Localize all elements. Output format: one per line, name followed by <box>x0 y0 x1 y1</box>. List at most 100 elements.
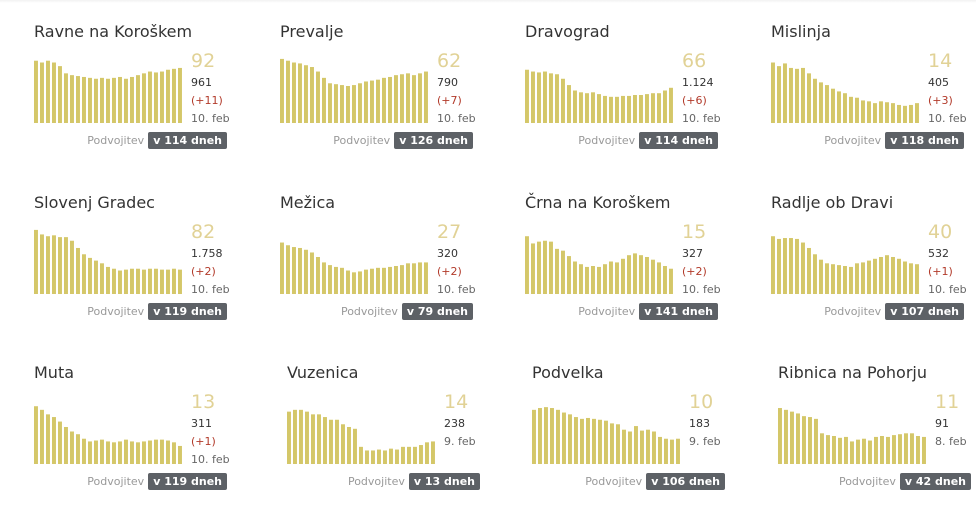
bar <box>112 442 116 464</box>
bar <box>136 268 140 294</box>
bar <box>346 270 350 294</box>
bar <box>76 247 80 294</box>
bar <box>586 417 590 464</box>
bar <box>850 441 854 464</box>
bar <box>664 438 668 464</box>
bar <box>130 76 134 123</box>
active-cases-value: 66 <box>682 50 707 72</box>
bar <box>58 66 62 124</box>
municipality-card[interactable]: Dravograd 66 1.124 (+6) 10. feb Podvojitev v 1… <box>525 22 765 172</box>
municipality-card[interactable]: Mislinja 14 405 (+3) 10. feb Podvojitev v 118 … <box>771 22 976 172</box>
doubling-badge[interactable]: v 119 dneh <box>148 473 227 490</box>
doubling-badge[interactable]: v 114 dneh <box>148 132 227 149</box>
municipality-card[interactable]: Prevalje 62 790 (+7) 10. feb Podvojitev v 126 … <box>280 22 520 172</box>
total-cases-value: 311 <box>191 417 212 430</box>
doubling-badge[interactable]: v 114 dneh <box>639 132 718 149</box>
bar <box>922 436 926 464</box>
bar <box>106 441 110 464</box>
municipality-card[interactable]: Slovenj Gradec 82 1.758 (+2) 10. feb Podvojit… <box>34 193 274 343</box>
bar <box>148 268 152 294</box>
total-cases-value: 91 <box>935 417 949 430</box>
bar <box>70 75 74 123</box>
bar <box>669 268 673 294</box>
bar <box>124 78 128 123</box>
bar <box>46 60 50 123</box>
bar <box>70 431 74 464</box>
municipality-card[interactable]: Radlje ob Dravi 40 532 (+1) 10. feb Podvojite… <box>771 193 976 343</box>
doubling-badge[interactable]: v 118 dneh <box>885 132 964 149</box>
bar-chart <box>525 69 673 123</box>
bar <box>639 255 643 294</box>
bar <box>100 439 104 465</box>
bar <box>783 63 787 123</box>
bar <box>82 438 86 464</box>
bar <box>567 85 571 123</box>
bar <box>783 238 787 294</box>
bar <box>388 266 392 294</box>
daily-change-value: (+1) <box>191 435 216 448</box>
bar <box>370 268 374 294</box>
municipality-card[interactable]: Ribnica na Pohorju 11 91 8. feb Podvojitev v … <box>778 363 976 513</box>
bar <box>412 75 416 123</box>
doubling-label: Podvojitev <box>347 475 405 488</box>
bar <box>622 429 626 464</box>
doubling-badge[interactable]: v 13 dneh <box>408 473 480 490</box>
bar <box>382 77 386 123</box>
bar <box>136 442 140 464</box>
bar <box>627 95 631 123</box>
bar <box>52 417 56 464</box>
bar <box>652 431 656 464</box>
bar <box>46 236 50 294</box>
bar <box>669 87 673 123</box>
bar <box>639 95 643 123</box>
bar <box>777 66 781 124</box>
municipality-card[interactable]: Muta 13 311 (+1) 10. feb Podvojitev v 119 dneh <box>34 363 274 513</box>
bar <box>657 262 661 294</box>
bar <box>383 450 387 464</box>
bar <box>34 60 38 123</box>
municipality-card[interactable]: Mežica 27 320 (+2) 10. feb Podvojitev v 79 dne… <box>280 193 520 343</box>
doubling-row: Podvojitev v 126 dneh <box>333 132 473 149</box>
bar <box>814 418 818 464</box>
doubling-badge[interactable]: v 126 dneh <box>394 132 473 149</box>
municipality-card[interactable]: Črna na Koroškem 15 327 (+2) 10. feb Podvojit… <box>525 193 765 343</box>
bar <box>621 95 625 123</box>
bar <box>645 94 649 123</box>
bar <box>537 72 541 123</box>
bar <box>154 72 158 123</box>
bar <box>154 268 158 294</box>
municipality-card[interactable]: Podvelka 10 183 9. feb Podvojitev v 106 dneh <box>532 363 772 513</box>
total-cases-value: 790 <box>437 76 458 89</box>
doubling-badge[interactable]: v 42 dneh <box>899 473 971 490</box>
date-label: 10. feb <box>191 112 230 125</box>
daily-change-value: (+1) <box>928 265 953 278</box>
bar <box>353 428 357 464</box>
municipality-card[interactable]: Ravne na Koroškem 92 961 (+11) 10. feb Podvoj… <box>34 22 274 172</box>
bar <box>310 252 314 294</box>
bar <box>634 426 638 464</box>
doubling-label: Podvojitev <box>585 475 643 488</box>
bar <box>885 102 889 123</box>
bar <box>892 435 896 464</box>
bar <box>795 68 799 123</box>
municipality-name: Podvelka <box>532 363 604 382</box>
bar <box>616 424 620 464</box>
bar <box>172 68 176 123</box>
bar <box>178 445 182 464</box>
municipality-card[interactable]: Vuzenica 14 238 9. feb Podvojitev v 13 dneh <box>287 363 527 513</box>
bar <box>352 85 356 123</box>
doubling-badge[interactable]: v 106 dneh <box>646 473 725 490</box>
doubling-badge[interactable]: v 119 dneh <box>148 303 227 320</box>
bar <box>94 260 98 294</box>
bar <box>591 92 595 123</box>
doubling-badge[interactable]: v 107 dneh <box>885 303 964 320</box>
bar <box>597 266 601 294</box>
bar <box>861 262 865 294</box>
doubling-badge[interactable]: v 79 dneh <box>401 303 473 320</box>
total-cases-value: 183 <box>689 417 710 430</box>
doubling-badge[interactable]: v 141 dneh <box>639 303 718 320</box>
bar <box>352 272 356 294</box>
bar <box>651 259 655 294</box>
bar <box>82 76 86 123</box>
bar <box>879 101 883 123</box>
